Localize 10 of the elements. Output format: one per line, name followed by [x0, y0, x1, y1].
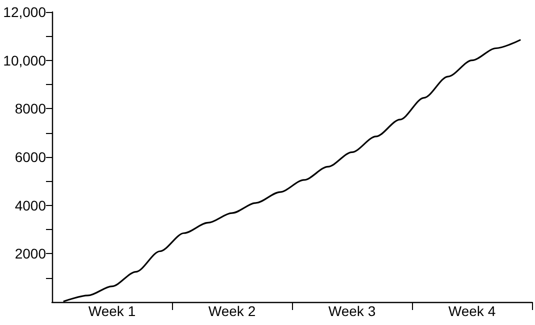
y-tick-label: 12,000	[3, 4, 46, 20]
y-tick-label: 10,000	[3, 52, 46, 68]
y-tick-label: 8000	[14, 100, 46, 117]
y-tick-label: 6000	[14, 149, 46, 165]
y-tick-label: 2000	[14, 246, 46, 262]
x-tick-label: Week 3	[328, 303, 376, 319]
x-tick-label: Week 4	[448, 303, 496, 319]
x-tick-label: Week 2	[208, 303, 256, 319]
x-tick-label: Week 1	[88, 303, 136, 319]
y-tick-label: 4000	[14, 197, 46, 214]
